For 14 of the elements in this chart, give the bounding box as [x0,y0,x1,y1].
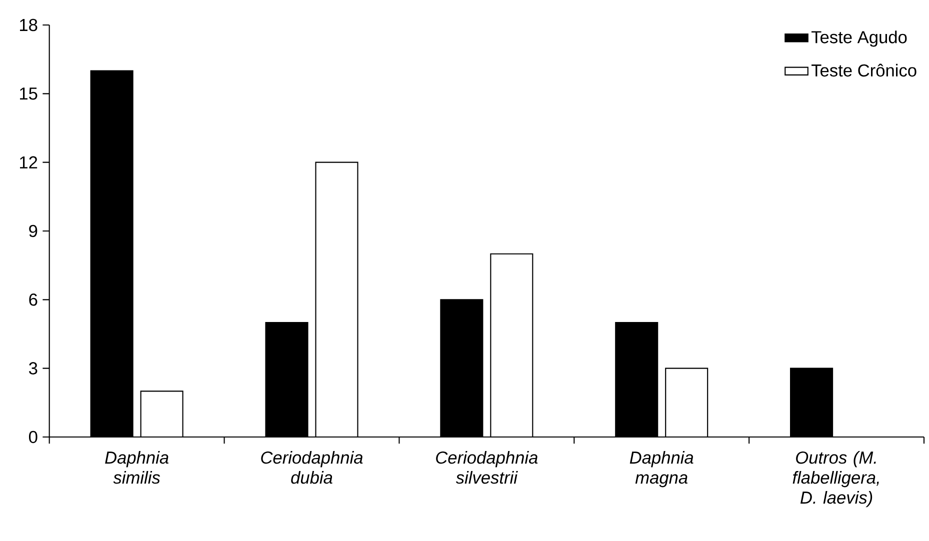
x-tick-label: Ceriodaphnia dubia [261,451,363,484]
x-tick-label: Daphnia similis [105,451,168,484]
legend-label: Teste Agudo [811,30,907,47]
y-tick-label: 9 [29,224,38,238]
y-tick-label: 15 [20,88,38,100]
y-tick-label: 0 [28,430,38,444]
x-tick-label: Daphnia magna [630,451,694,488]
x-tick-label: Outros (M. flabelligera, D. laevis) [792,451,879,508]
legend-label: Teste Crônico [811,64,916,77]
y-tick-label: 3 [28,362,38,374]
x-tick-label: Ceriodaphnia silvestrii [436,451,538,484]
y-tick-label: 6 [29,294,38,306]
y-tick-label: 18 [20,18,38,32]
y-tick-label: 12 [20,156,38,168]
